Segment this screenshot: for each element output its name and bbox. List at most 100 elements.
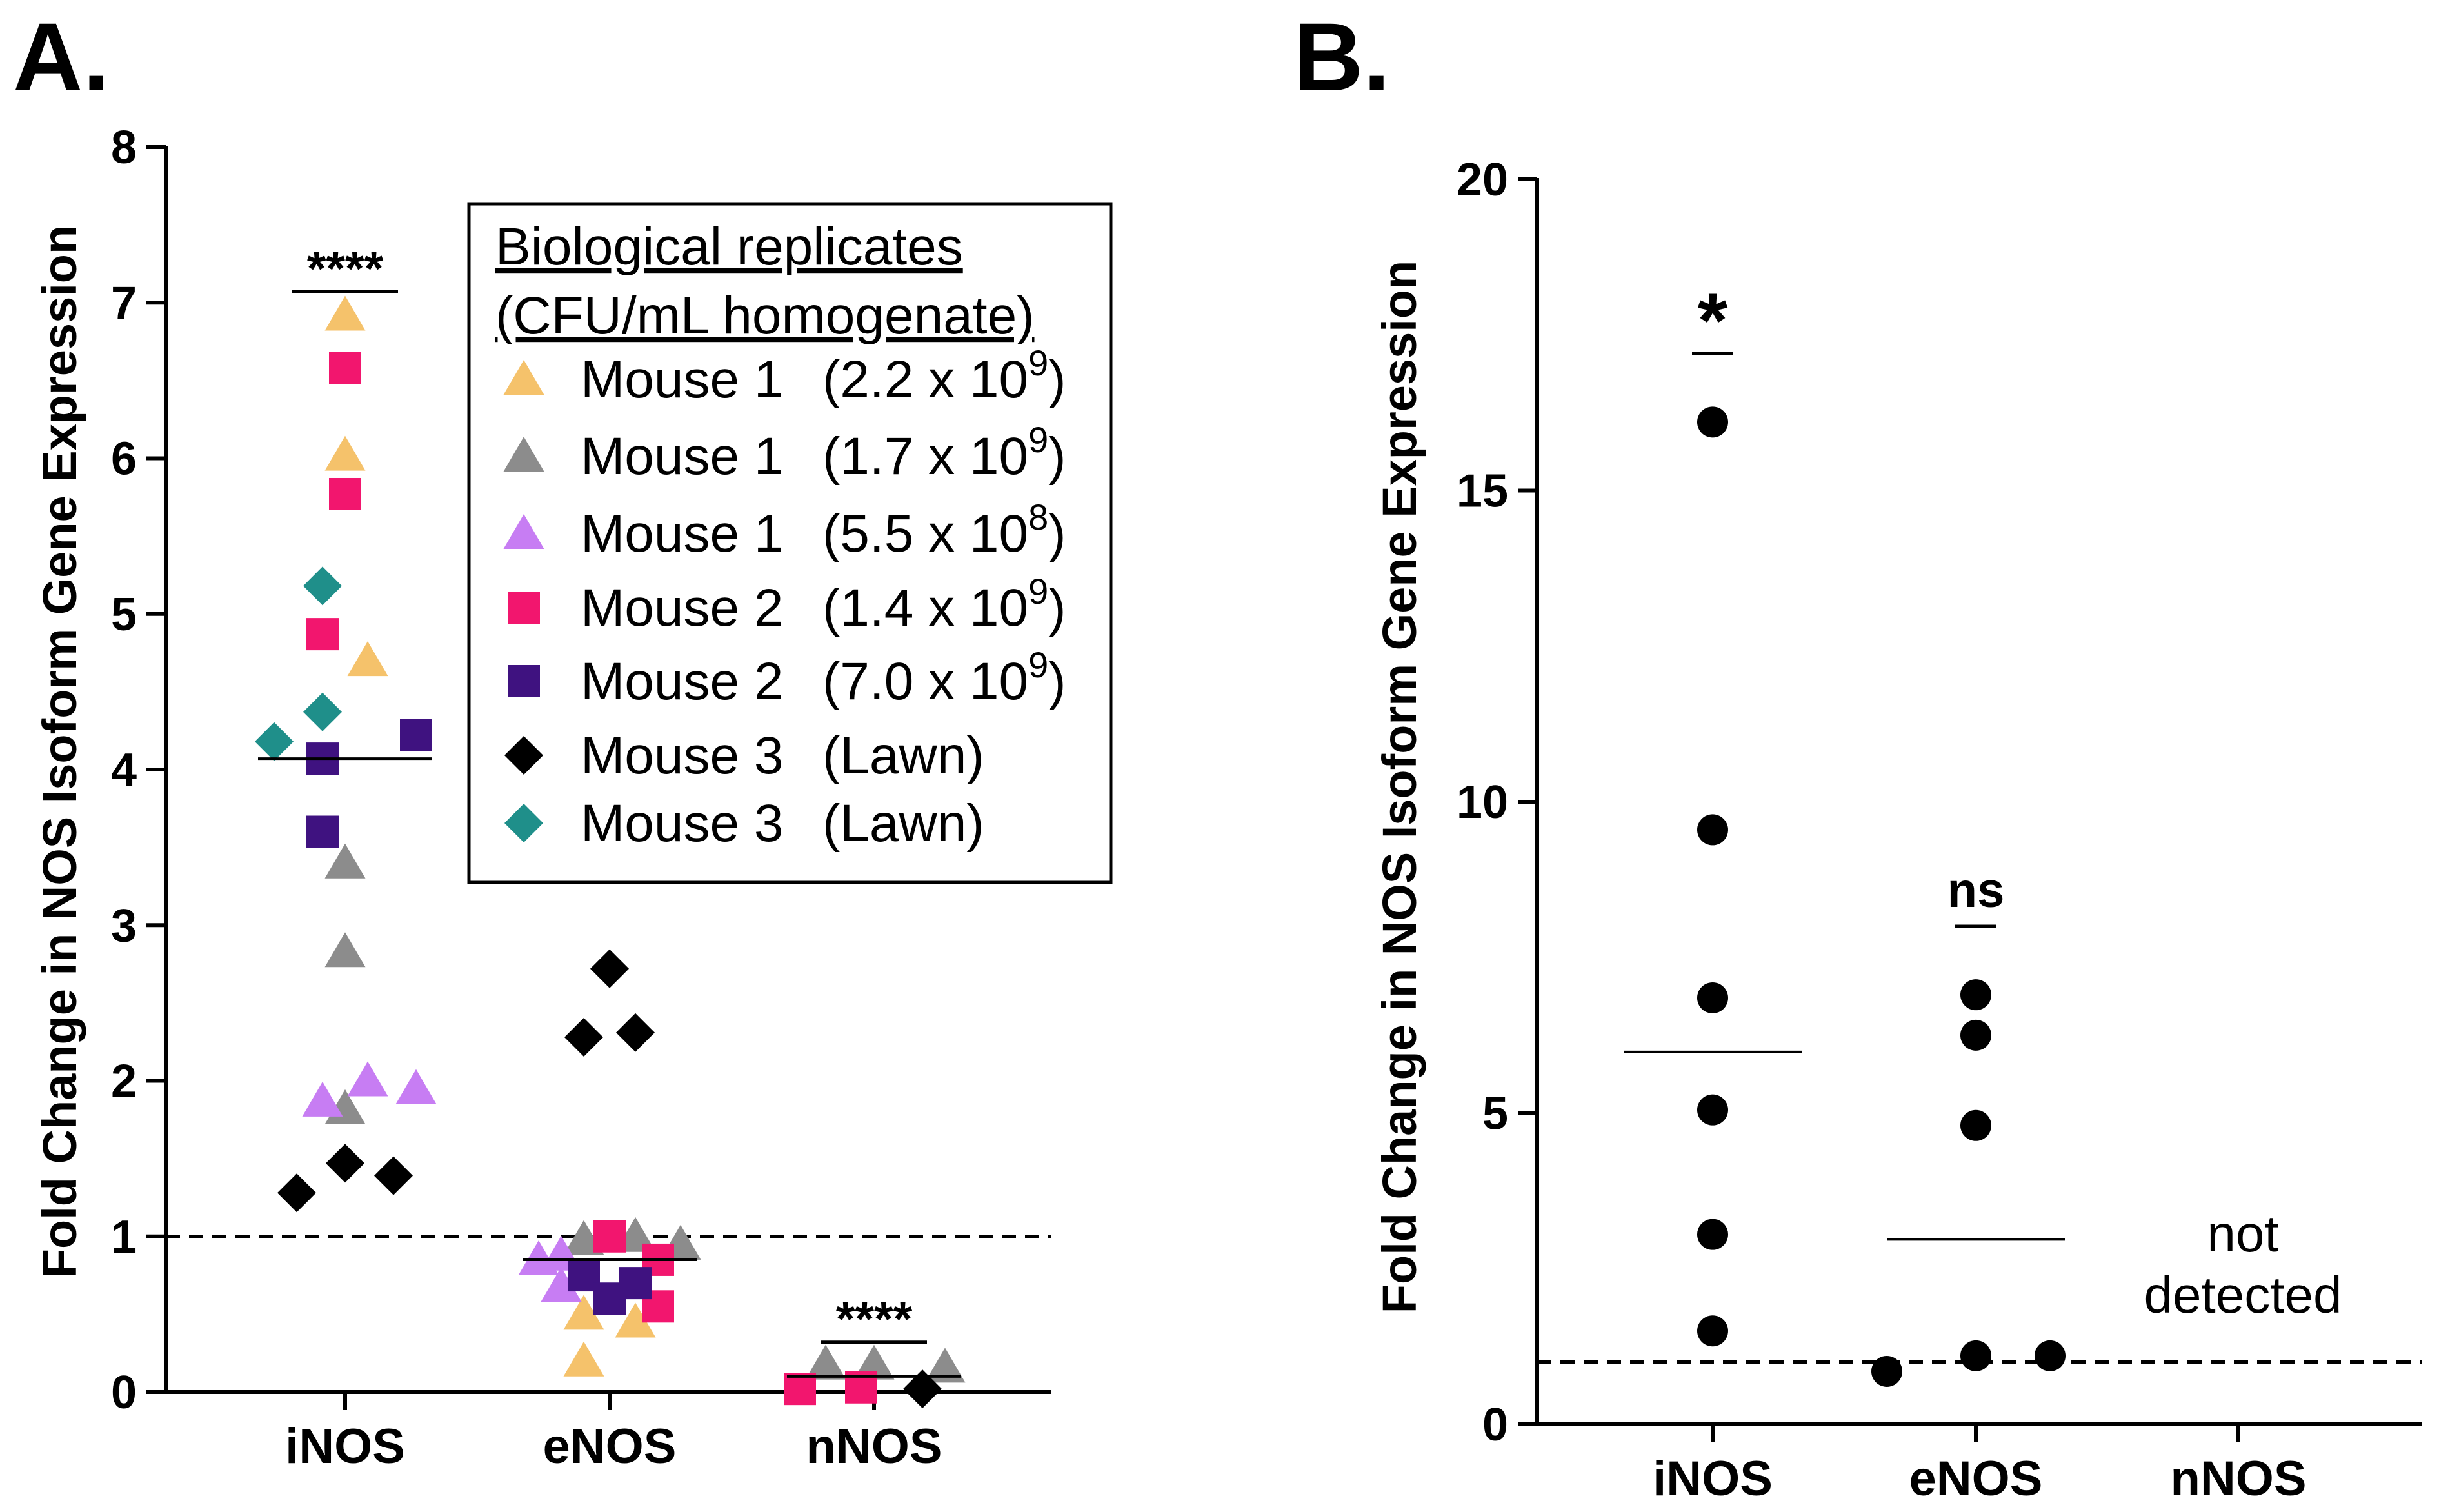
- data-point: [303, 566, 342, 606]
- data-point: [1697, 1094, 1728, 1126]
- legend-entry-label: Mouse 1 (5.5 x 108): [581, 497, 1066, 563]
- panel-b-x-ticks: iNOS eNOS nNOS: [1653, 1424, 2307, 1506]
- y-tick-label: 4: [111, 744, 137, 796]
- legend-entries: Mouse 1 (2.2 x 109) Mouse 1 (1.7 x 109) Mous…: [503, 343, 1066, 853]
- x-tick-label-inos: iNOS: [1653, 1451, 1773, 1506]
- y-tick-label: 6: [111, 433, 137, 485]
- legend-marker: [503, 514, 544, 549]
- data-point: [1697, 1315, 1728, 1347]
- legend-marker: [503, 437, 544, 472]
- data-point: [324, 435, 366, 471]
- x-tick-label-nnos: nNOS: [806, 1419, 942, 1474]
- data-point: [593, 1220, 626, 1253]
- data-point: [395, 1069, 437, 1104]
- data-point: [329, 352, 361, 384]
- data-point: [1960, 979, 1991, 1011]
- y-tick-label: 1: [111, 1211, 137, 1263]
- y-tick-label: 7: [111, 277, 137, 329]
- data-point: [903, 1369, 942, 1409]
- data-point: [347, 1061, 388, 1097]
- y-tick-label: 8: [111, 122, 137, 174]
- data-point: [541, 1266, 582, 1302]
- panel-a-axes: [164, 146, 1051, 1394]
- legend-entry-label: Mouse 1 (2.2 x 109): [581, 343, 1066, 409]
- data-point: [1697, 1219, 1728, 1250]
- panel-b-not-detected-line2: detected: [2144, 1266, 2342, 1324]
- legend-entry-label: Mouse 3 (Lawn): [581, 794, 984, 853]
- data-point: [347, 641, 388, 677]
- data-point: [784, 1373, 816, 1406]
- data-point: [374, 1156, 413, 1195]
- legend-marker: [504, 804, 543, 842]
- data-point: [564, 1017, 603, 1057]
- data-point: [324, 843, 366, 879]
- panel-b-significance: * ns: [1692, 277, 2005, 928]
- x-tick-label-enos: eNOS: [1909, 1451, 2043, 1506]
- significance-label: ****: [836, 1292, 913, 1347]
- data-point: [805, 1344, 846, 1380]
- data-point: [1960, 1109, 1991, 1141]
- y-tick-label: 5: [1482, 1088, 1508, 1140]
- data-point: [277, 1173, 316, 1213]
- panel-letter-b: B.: [1293, 3, 1390, 111]
- y-tick-label: 0: [1482, 1399, 1508, 1451]
- panel-a-significance: **** ****: [292, 241, 927, 1347]
- legend-marker: [508, 592, 540, 624]
- data-point: [1697, 814, 1728, 846]
- data-point: [853, 1344, 895, 1380]
- legend-frame: [467, 202, 1113, 884]
- data-point: [1697, 406, 1728, 438]
- x-tick-label-inos: iNOS: [285, 1419, 405, 1474]
- data-point: [306, 815, 339, 848]
- data-point: [1960, 1019, 1991, 1051]
- data-point: [329, 477, 361, 510]
- data-point: [615, 1302, 656, 1338]
- panel-a-legend: Biological replicates (CFU/mL homogenate…: [467, 202, 1113, 884]
- data-point: [303, 692, 342, 731]
- data-point: [400, 719, 432, 751]
- legend-entry-label: Mouse 2 (1.4 x 109): [581, 571, 1066, 637]
- data-point: [1960, 1340, 1991, 1371]
- data-point: [619, 1267, 652, 1300]
- y-tick-label: 3: [111, 900, 137, 951]
- panel-a-points: [255, 295, 966, 1409]
- y-tick-label: 15: [1457, 466, 1508, 517]
- data-point: [2035, 1340, 2066, 1371]
- data-point: [924, 1348, 966, 1383]
- data-point: [306, 618, 339, 651]
- data-point: [255, 722, 294, 761]
- data-point: [1871, 1355, 1902, 1387]
- legend-entry-label: Mouse 3 (Lawn): [581, 726, 984, 785]
- data-point: [326, 1144, 364, 1183]
- panel-a-chart: Fold Change in NOS Isoform Gene Expressi…: [33, 122, 1113, 1474]
- y-tick-label: 2: [111, 1056, 137, 1108]
- y-tick-label: 10: [1457, 777, 1508, 828]
- data-point: [324, 932, 366, 968]
- panel-b-axes: [1535, 178, 2422, 1426]
- significance-label: *: [1698, 277, 1728, 364]
- panel-letter-a: A.: [13, 3, 110, 111]
- panel-a-y-axis-label: Fold Change in NOS Isoform Gene Expressi…: [33, 225, 86, 1278]
- panel-b-chart: Fold Change in NOS Isoform Gene Expressi…: [1373, 154, 2422, 1506]
- legend-title-line2: (CFU/mL homogenate): [495, 286, 1035, 345]
- panel-b-points: [1697, 406, 2066, 1387]
- significance-label: ****: [307, 241, 384, 296]
- panel-a-y-ticks: 0 1 2 3 4 5 6 7 8: [111, 122, 166, 1418]
- significance-label: ns: [1947, 863, 2005, 918]
- legend-marker: [503, 360, 544, 395]
- legend-title-line1: Biological replicates: [495, 217, 963, 276]
- legend-entry-label: Mouse 2 (7.0 x 109): [581, 644, 1066, 711]
- data-point: [590, 949, 629, 988]
- y-tick-label: 20: [1457, 154, 1508, 206]
- x-tick-label-nnos: nNOS: [2170, 1451, 2306, 1506]
- panel-a-x-ticks: iNOS eNOS nNOS: [285, 1392, 942, 1474]
- y-tick-label: 5: [111, 589, 137, 641]
- panel-b-mean-lines: [1624, 1050, 2065, 1241]
- data-point: [302, 1081, 343, 1117]
- data-point: [324, 295, 366, 331]
- panel-a-mean-lines: [258, 757, 961, 1378]
- y-tick-label: 0: [111, 1367, 137, 1418]
- panel-b-not-detected-line1: not: [2207, 1205, 2278, 1262]
- data-point: [563, 1295, 604, 1330]
